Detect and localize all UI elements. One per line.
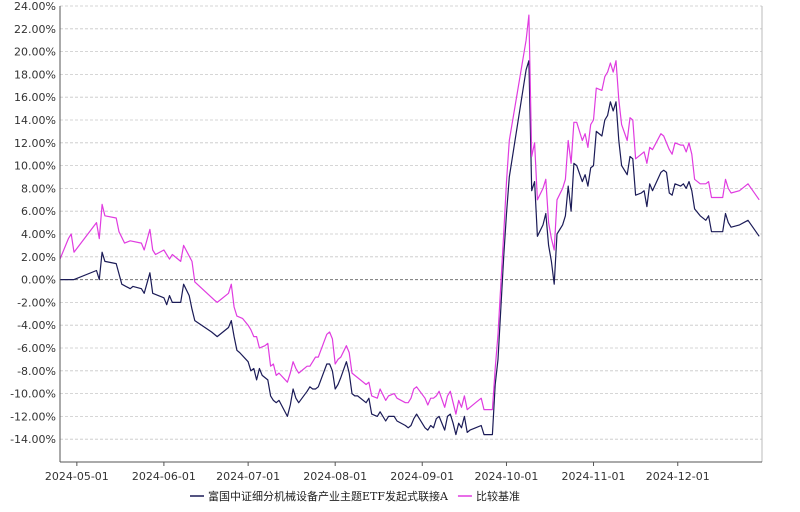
y-tick-label: 0.00%	[21, 274, 56, 287]
legend-label: 富国中证细分机械设备产业主题ETF发起式联接A	[208, 489, 449, 503]
y-tick-label: -12.00%	[10, 410, 56, 423]
legend: 富国中证细分机械设备产业主题ETF发起式联接A 比较基准	[190, 489, 520, 503]
x-tick-label: 2024-07-01	[216, 470, 280, 483]
x-axis-tick-labels: 2024-05-01 2024-06-01 2024-07-01 2024-08-01…	[45, 470, 710, 483]
x-tick-label: 2024-12-01	[646, 470, 710, 483]
y-tick-label: 16.00%	[14, 91, 56, 104]
y-tick-label: 6.00%	[21, 205, 56, 218]
y-tick-label: 12.00%	[14, 137, 56, 150]
x-tick-label: 2024-10-01	[475, 470, 539, 483]
y-tick-label: 4.00%	[21, 228, 56, 241]
y-tick-label: 8.00%	[21, 182, 56, 195]
x-tick-label: 2024-11-01	[562, 470, 626, 483]
y-tick-label: 2.00%	[21, 251, 56, 264]
x-tick-label: 2024-05-01	[45, 470, 109, 483]
y-tick-label: 10.00%	[14, 160, 56, 173]
y-axis-tick-labels: 24.00% 22.00% 20.00% 18.00% 16.00% 14.00% 12.0…	[10, 0, 56, 446]
series-lines	[59, 14, 760, 436]
series-line-fund	[60, 60, 760, 436]
x-tick-label: 2024-06-01	[132, 470, 196, 483]
grid-lines	[60, 5, 762, 440]
y-tick-label: 20.00%	[14, 46, 56, 59]
y-tick-label: 22.00%	[14, 23, 56, 36]
series-line-benchmark	[59, 14, 760, 415]
legend-label: 比较基准	[476, 489, 520, 503]
x-tick-label: 2024-09-01	[390, 470, 454, 483]
axes	[59, 6, 763, 466]
y-tick-label: 14.00%	[14, 114, 56, 127]
y-tick-label: -14.00%	[10, 433, 56, 446]
y-tick-label: -6.00%	[17, 342, 56, 355]
x-tick-label: 2024-08-01	[303, 470, 367, 483]
y-tick-label: 24.00%	[14, 0, 56, 13]
y-tick-label: 18.00%	[14, 68, 56, 81]
y-tick-label: -10.00%	[10, 388, 56, 401]
y-tick-label: -4.00%	[17, 319, 56, 332]
y-tick-label: -8.00%	[17, 365, 56, 378]
y-tick-label: -2.00%	[17, 296, 56, 309]
